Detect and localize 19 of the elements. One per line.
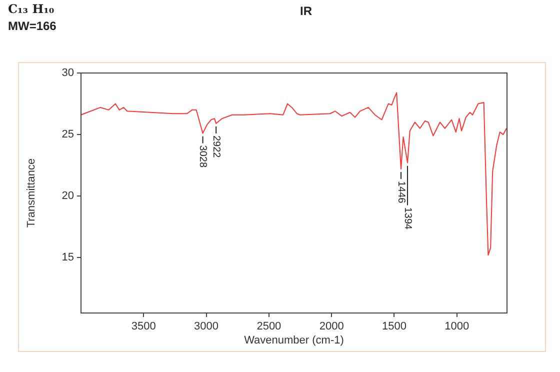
annotation: 1394 — [402, 207, 413, 230]
chart-title: IR — [300, 4, 312, 18]
annotation: 2922 — [210, 135, 222, 158]
x-tick-label: 2000 — [319, 320, 344, 333]
chart-subtitle: C₁₃ H₁₀ — [8, 2, 54, 16]
x-tick-label: 2500 — [256, 320, 282, 333]
y-tick-label: 20 — [62, 190, 74, 202]
x-tick-label: 3000 — [194, 320, 219, 333]
annotation: 1446 — [395, 181, 406, 204]
y-axis-title: Transmittance — [26, 158, 38, 228]
x-tick-label: 1000 — [444, 320, 470, 333]
y-tick-label: 15 — [62, 252, 74, 264]
y-tick-label: 30 — [62, 67, 74, 80]
x-tick-label: 3500 — [131, 320, 156, 333]
x-axis-title: Wavenumber (cm-1) — [244, 334, 344, 346]
y-tick-label: 25 — [62, 128, 74, 141]
text: MW=166 — [8, 19, 56, 33]
annotation: 3028 — [197, 145, 208, 168]
x-tick-label: 1500 — [382, 320, 406, 333]
